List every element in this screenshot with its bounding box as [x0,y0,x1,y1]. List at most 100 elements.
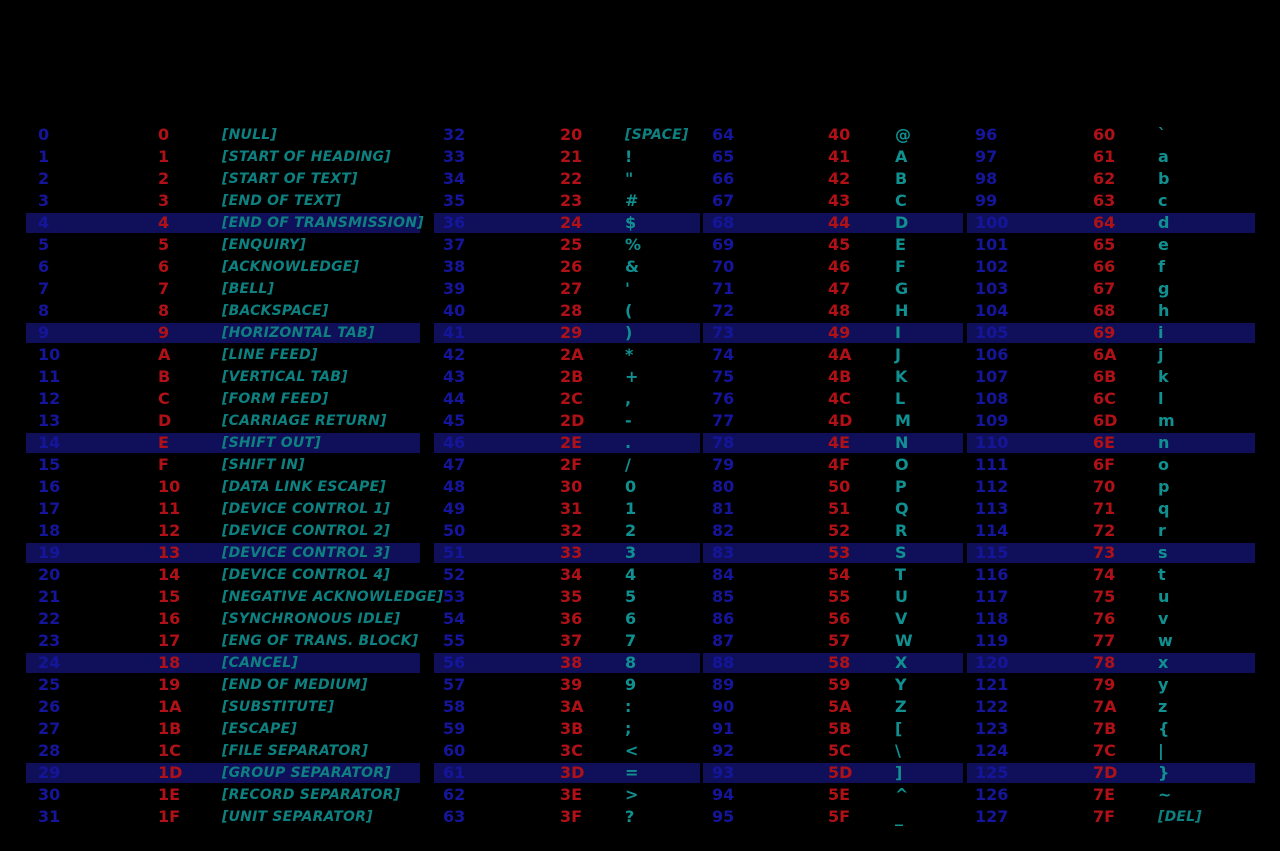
table-row: 33 21! [434,146,700,168]
table-row: 104 68 h [967,300,1255,322]
char-value: E [895,235,906,254]
hex-value: 69 [1093,323,1116,342]
hex-value: 2 [158,169,170,188]
table-row: 0 0 [NULL] [26,124,420,146]
dec-value: 110 [975,433,1009,452]
char-value: h [1158,301,1170,320]
char-value: : [625,697,632,716]
hex-value: 28 [560,301,583,320]
hex-value: 52 [828,521,851,540]
char-value: [SHIFT IN] [222,457,305,473]
hex-value: 59 [828,675,851,694]
table-row: 90 5A Z [703,696,963,718]
char-value: w [1158,631,1173,650]
hex-value: 7 [158,279,170,298]
table-row: 19 13 [DEVICE CONTROL 3] [26,542,420,564]
char-value: [DEVICE CONTROL 2] [222,523,390,539]
char-value: + [625,367,639,386]
char-value: B [895,169,908,188]
char-value: O [895,455,909,474]
dec-value: 121 [975,675,1009,694]
hex-value: 3 [158,191,170,210]
hex-value: 7E [1093,785,1116,804]
hex-value: 13 [158,543,181,562]
char-value: Z [895,697,907,716]
table-row: 81 51 Q [703,498,963,520]
char-value: j [1158,345,1164,364]
dec-value: 47 [443,455,466,474]
dec-value: 21 [38,587,61,606]
dec-value: 4 [38,213,50,232]
table-row: 120 78 x [967,652,1255,674]
hex-value: 16 [158,609,181,628]
dec-value: 53 [443,587,466,606]
table-row: 13 D [CARRIAGE RETURN] [26,410,420,432]
char-value: 3 [625,543,637,562]
dec-value: 2 [38,169,50,188]
char-value: 7 [625,631,637,650]
hex-value: 14 [158,565,181,584]
table-row: 107 6B k [967,366,1255,388]
table-row: 20 14 [DEVICE CONTROL 4] [26,564,420,586]
table-row: 113 71 q [967,498,1255,520]
char-value: [DEVICE CONTROL 4] [222,567,390,583]
table-row: 23 17 [ENG OF TRANS. BLOCK] [26,630,420,652]
table-row: 66 42 B [703,168,963,190]
dec-value: 19 [38,543,61,562]
dec-value: 12 [38,389,61,408]
char-value: [VERTICAL TAB] [222,369,348,385]
hex-value: 2C [560,389,583,408]
char-value: z [1158,697,1168,716]
table-row: 30 1E [RECORD SEPARATOR] [26,784,420,806]
dec-value: 49 [443,499,466,518]
hex-value: B [158,367,171,386]
dec-value: 76 [712,389,735,408]
table-row: 6 6 [ACKNOWLEDGE] [26,256,420,278]
hex-value: 53 [828,543,851,562]
dec-value: 75 [712,367,735,386]
char-value: [FILE SEPARATOR] [222,743,369,759]
char-value: t [1158,565,1166,584]
hex-value: 63 [1093,191,1116,210]
char-value: # [625,191,639,210]
dec-value: 63 [443,807,466,826]
hex-value: 49 [828,323,851,342]
hex-value: 23 [560,191,583,210]
dec-value: 32 [443,125,466,144]
table-row: 88 58 X [703,652,963,674]
table-row: 84 54 T [703,564,963,586]
hex-value: 38 [560,653,583,672]
char-value: f [1158,257,1165,276]
hex-value: 4F [828,455,851,474]
table-row: 121 79 y [967,674,1255,696]
table-row: 85 55 U [703,586,963,608]
table-row: 93 5D] [703,762,963,784]
dec-value: 64 [712,125,735,144]
table-row: 57 39 9 [434,674,700,696]
table-row: 54 36 6 [434,608,700,630]
dec-value: 14 [38,433,61,452]
dec-value: 78 [712,433,735,452]
dec-value: 11 [38,367,61,386]
dec-value: 37 [443,235,466,254]
dec-value: 81 [712,499,735,518]
dec-value: 77 [712,411,735,430]
dec-value: 7 [38,279,50,298]
dec-value: 6 [38,257,50,276]
table-row: 3 3 [END OF TEXT] [26,190,420,212]
hex-value: 4 [158,213,170,232]
char-value: ) [625,323,633,342]
char-value: 6 [625,609,637,628]
dec-value: 45 [443,411,466,430]
char-value: \ [895,741,901,760]
dec-value: 68 [712,213,735,232]
char-value: [ESCAPE] [222,721,297,737]
table-row: 55 37 7 [434,630,700,652]
table-row: 35 23 # [434,190,700,212]
char-value: N [895,433,909,452]
char-value: I [895,323,901,342]
char-value: [DATA LINK ESCAPE] [222,479,386,495]
dec-value: 116 [975,565,1009,584]
char-value: @ [895,125,911,144]
table-row: 101 65 e [967,234,1255,256]
